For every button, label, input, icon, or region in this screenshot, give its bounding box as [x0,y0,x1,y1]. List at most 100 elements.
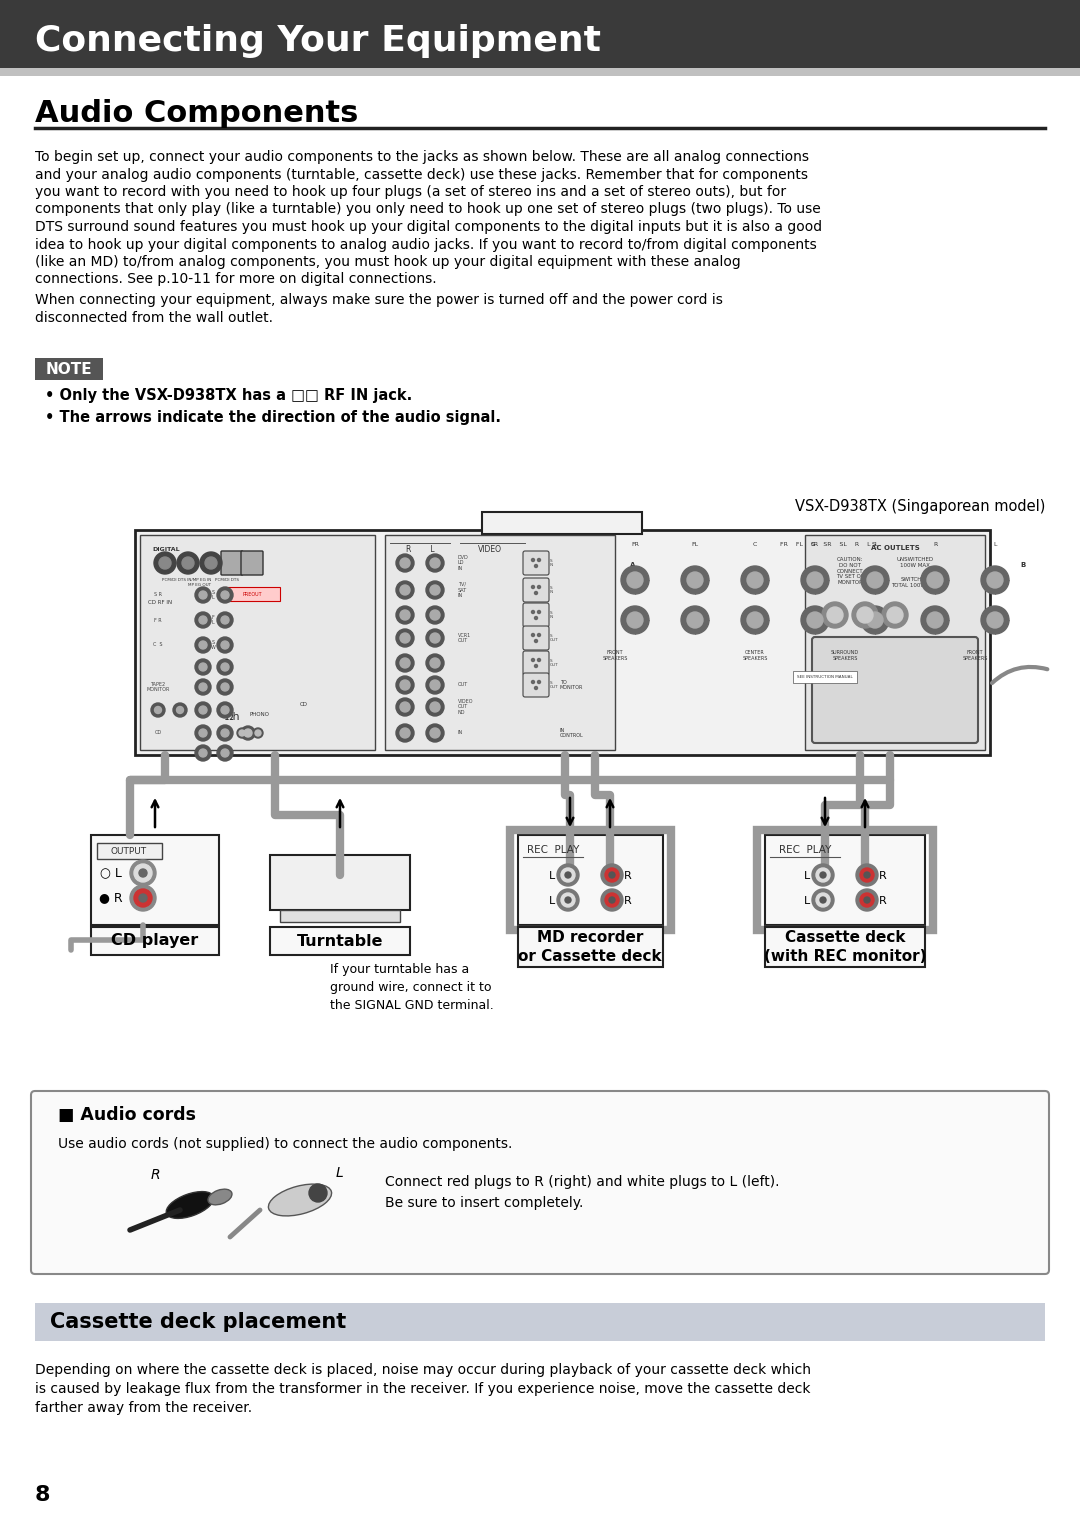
Circle shape [195,702,211,719]
Bar [805,536,985,749]
FancyBboxPatch shape [518,835,663,925]
Text: FL: FL [691,542,699,546]
Text: is caused by leakage flux from the transformer in the receiver. If you experienc: is caused by leakage flux from the trans… [35,1383,810,1396]
Text: F
L: F L [212,615,214,626]
Circle shape [927,572,943,588]
Circle shape [217,636,233,653]
Ellipse shape [269,1184,332,1216]
Circle shape [538,559,540,562]
Text: ○ L: ○ L [100,867,122,879]
Text: VIDEO: VIDEO [478,545,502,554]
Text: When connecting your equipment, always make sure the power is turned off and the: When connecting your equipment, always m… [35,293,723,307]
Text: B: B [1020,562,1025,568]
Circle shape [861,606,889,633]
Text: idea to hook up your digital components to analog audio jacks. If you want to re: idea to hook up your digital components … [35,238,816,252]
Circle shape [535,617,538,620]
Circle shape [217,725,233,742]
Text: CAUTION:
DO NOT
CONNECT
TV SET OR
MONITOR: CAUTION: DO NOT CONNECT TV SET OR MONITO… [836,557,864,584]
Circle shape [221,749,229,757]
Text: components that only play (like a turntable) you only need to hook up one set of: components that only play (like a turnta… [35,203,821,217]
Text: FRONT
SPEAKERS: FRONT SPEAKERS [603,650,627,661]
Text: R: R [879,871,887,881]
Circle shape [747,612,762,629]
Circle shape [217,679,233,694]
Circle shape [747,572,762,588]
Circle shape [565,897,571,903]
Circle shape [538,610,540,613]
Text: 8: 8 [35,1485,51,1505]
Circle shape [820,871,826,877]
Text: L: L [549,871,555,881]
Circle shape [430,702,440,713]
Text: PHONO: PHONO [249,713,270,717]
Text: R        L: R L [406,545,434,554]
Circle shape [221,591,229,600]
Circle shape [535,664,538,667]
Circle shape [217,588,233,603]
Text: PCM/DI DTS IN/MP EG IN   PCM/DI DTS
MP EG OUT: PCM/DI DTS IN/MP EG IN PCM/DI DTS MP EG … [162,578,239,586]
Circle shape [177,552,199,574]
Circle shape [981,606,1009,633]
Text: OUT: OUT [458,682,469,688]
Circle shape [609,871,615,877]
Circle shape [221,662,229,671]
Circle shape [195,588,211,603]
Text: S
OUT: S OUT [550,633,558,642]
Circle shape [538,586,540,589]
FancyBboxPatch shape [523,652,549,674]
Circle shape [199,749,207,757]
Circle shape [173,703,187,717]
Circle shape [199,641,207,649]
Circle shape [400,610,410,620]
Circle shape [565,871,571,877]
FancyBboxPatch shape [91,926,219,955]
Circle shape [605,868,619,882]
Circle shape [430,584,440,595]
Circle shape [430,681,440,690]
Circle shape [687,612,703,629]
Text: CD: CD [300,702,308,708]
Text: C  S: C S [153,642,163,647]
Circle shape [396,629,414,647]
Circle shape [531,659,535,661]
Bar [0,69,1080,76]
Circle shape [867,612,883,629]
Circle shape [861,566,889,594]
Circle shape [621,606,649,633]
FancyBboxPatch shape [518,926,663,967]
Circle shape [538,659,540,661]
Text: CENTER
SPEAKERS: CENTER SPEAKERS [742,650,768,661]
Circle shape [400,559,410,568]
Circle shape [987,572,1003,588]
Circle shape [882,601,908,629]
Circle shape [621,566,649,594]
Circle shape [987,612,1003,629]
FancyBboxPatch shape [523,578,549,601]
Text: PREOUT: PREOUT [242,592,261,597]
Circle shape [195,612,211,629]
Text: L: L [804,871,810,881]
FancyBboxPatch shape [97,842,162,859]
Circle shape [535,687,538,690]
Text: Use audio cords (not supplied) to connect the audio components.: Use audio cords (not supplied) to connec… [58,1137,512,1151]
Circle shape [154,552,176,574]
Circle shape [531,681,535,684]
Circle shape [820,897,826,903]
Circle shape [627,572,643,588]
Text: Turntable: Turntable [297,934,383,949]
Text: FR: FR [631,542,639,546]
Circle shape [134,864,152,882]
FancyBboxPatch shape [482,513,642,534]
Circle shape [426,655,444,671]
Text: SR: SR [811,542,819,546]
Circle shape [531,633,535,636]
Text: L: L [336,1166,343,1180]
Circle shape [921,606,949,633]
FancyBboxPatch shape [765,926,924,967]
Text: MD recorder
or Cassette deck: MD recorder or Cassette deck [518,929,662,964]
Text: S
W: S W [211,639,215,650]
Circle shape [426,697,444,716]
Circle shape [199,684,207,691]
Text: S
IN: S IN [550,559,554,568]
Text: Cassette deck placement: Cassette deck placement [50,1312,347,1332]
